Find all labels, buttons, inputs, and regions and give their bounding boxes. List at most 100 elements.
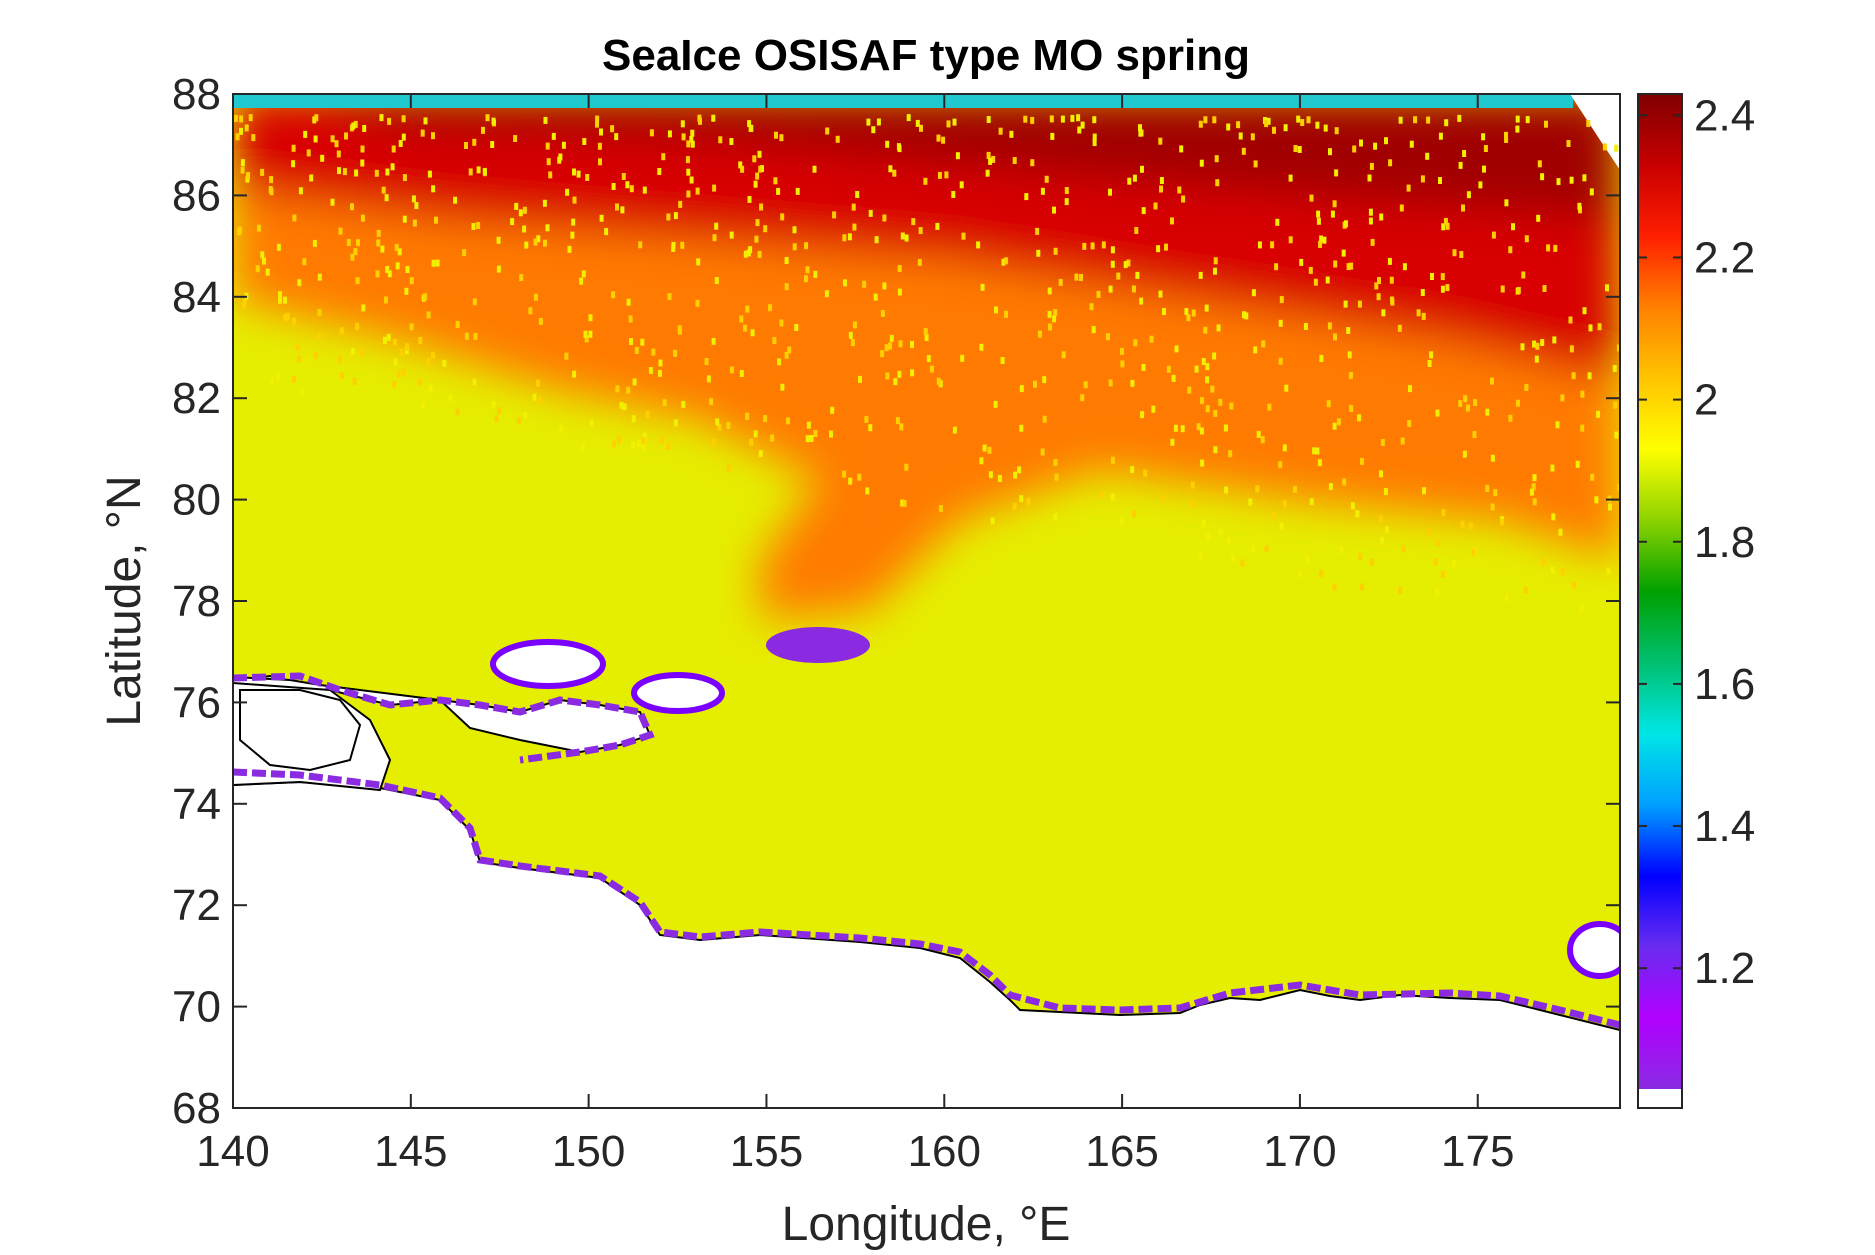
speckle (659, 437, 664, 444)
speckle (673, 212, 678, 220)
speckle (423, 117, 428, 125)
speckle (726, 464, 731, 472)
speckle (915, 119, 920, 127)
land-island-a (490, 639, 606, 689)
speckle (1334, 169, 1339, 177)
speckle (291, 317, 296, 325)
speckle (1389, 276, 1394, 284)
speckle (1213, 257, 1218, 265)
speckle (1275, 218, 1280, 226)
speckle (386, 333, 391, 341)
speckle (567, 245, 572, 253)
speckle (929, 365, 934, 373)
speckle (1190, 481, 1195, 489)
speckle (640, 338, 645, 346)
speckle (1317, 459, 1322, 467)
speckle (1457, 114, 1462, 122)
speckle (745, 305, 750, 313)
speckle (300, 387, 305, 395)
speckle (1216, 324, 1221, 332)
speckle (1332, 200, 1337, 208)
speckle (911, 218, 916, 226)
speckle (455, 408, 460, 416)
speckle (645, 411, 650, 419)
speckle (795, 187, 800, 195)
speckle (809, 435, 814, 442)
y-tick-label: 82 (172, 374, 221, 423)
speckle (642, 432, 647, 440)
speckle (1198, 120, 1203, 128)
speckle (1466, 191, 1471, 199)
y-tick-label: 68 (172, 1084, 221, 1133)
speckle (442, 359, 447, 367)
speckle (1482, 165, 1486, 173)
x-tick-label: 145 (374, 1127, 447, 1176)
speckle (926, 355, 931, 363)
speckle (1312, 447, 1317, 455)
speckle (1550, 566, 1555, 574)
speckle (1184, 308, 1189, 316)
speckle (784, 351, 789, 359)
speckle (548, 171, 553, 179)
speckle (1402, 263, 1407, 271)
speckle (360, 159, 365, 167)
speckle (278, 296, 282, 304)
speckle (1436, 539, 1441, 547)
speckle (1588, 324, 1593, 332)
speckle (337, 356, 342, 364)
speckle (538, 396, 543, 404)
speckle (473, 332, 478, 340)
speckle (298, 187, 303, 195)
speckle (923, 328, 928, 336)
y-tick-label: 76 (172, 678, 221, 727)
speckle (1614, 431, 1619, 439)
speckle (1524, 235, 1529, 243)
speckle (1058, 278, 1063, 286)
speckle (1279, 296, 1284, 304)
speckle (1080, 394, 1085, 402)
chart-title: SeaIce OSISAF type MO spring (602, 31, 1250, 80)
y-tick-label: 84 (172, 273, 221, 322)
speckle (426, 358, 431, 366)
speckle (1054, 473, 1059, 481)
speckle (792, 226, 797, 234)
field-extreme-north (300, 94, 1620, 220)
speckle (1343, 300, 1348, 308)
speckle (1587, 372, 1592, 380)
speckle (1213, 446, 1218, 454)
speckle (757, 250, 762, 258)
speckle (615, 203, 619, 211)
speckle (1200, 459, 1205, 467)
speckle (757, 150, 762, 158)
speckle (892, 169, 897, 177)
speckle (1120, 360, 1125, 368)
speckle (923, 177, 928, 185)
x-tick-label: 150 (552, 1127, 625, 1176)
speckle (1000, 357, 1005, 364)
speckle (1458, 161, 1463, 169)
speckle (1430, 273, 1434, 280)
speckle (295, 343, 300, 351)
speckle (269, 176, 274, 184)
speckle (1493, 489, 1498, 497)
speckle (748, 246, 753, 254)
speckle (1035, 227, 1040, 235)
speckle (813, 270, 818, 278)
speckle (641, 443, 646, 451)
speckle (1135, 271, 1140, 279)
speckle (1105, 333, 1110, 341)
speckle (1224, 486, 1229, 494)
speckle (1349, 262, 1354, 270)
speckle (1266, 117, 1271, 125)
speckle (946, 120, 951, 128)
speckle (303, 130, 308, 138)
speckle (1613, 401, 1618, 409)
speckle (1282, 500, 1287, 508)
speckle (269, 188, 274, 196)
speckle (551, 132, 556, 140)
speckle (513, 135, 518, 142)
speckle (360, 145, 365, 153)
speckle (987, 446, 992, 454)
speckle (686, 168, 691, 176)
speckle (780, 213, 785, 221)
